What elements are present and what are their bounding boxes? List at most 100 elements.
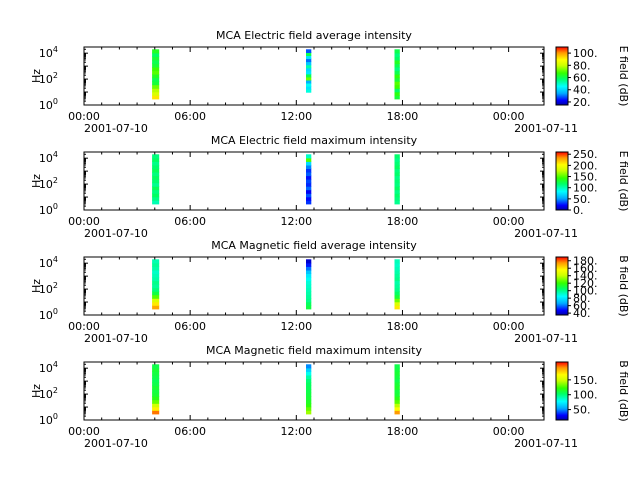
segment-cell (394, 161, 400, 166)
segment-cell (152, 67, 160, 72)
segment-cell (394, 410, 400, 415)
segment-cell (306, 79, 312, 84)
y-tick-label: 100 (39, 412, 58, 427)
x-date-label: 2001-07-10 (84, 437, 148, 450)
y-tick-label: 104 (39, 255, 58, 270)
segment-cell (152, 367, 160, 372)
segment-cell (152, 364, 160, 369)
segment-cell (306, 82, 312, 87)
segment-cell (306, 164, 312, 169)
segment-cell (306, 367, 312, 372)
segment-cell (306, 161, 312, 166)
segment-cell (306, 287, 312, 292)
data-segment (394, 364, 400, 415)
segment-cell (394, 287, 400, 292)
segment-cell (394, 277, 400, 282)
segment-cell (394, 291, 400, 296)
panel-3: MCA Magnetic field average intensityHz10… (30, 239, 630, 345)
data-segments (152, 154, 400, 205)
colorbar-gradient (555, 151, 569, 211)
colorbar-tick-label: 100. (573, 285, 598, 298)
y-axis-ticks: 100 102 104 (39, 150, 544, 217)
colorbar-gradient (555, 46, 569, 106)
segment-cell (152, 193, 160, 198)
segment-cell (394, 63, 400, 68)
x-tick-label: 00:00 (68, 215, 100, 228)
segment-cell (306, 52, 312, 56)
x-tick-label: 12:00 (280, 320, 312, 333)
segment-cell (394, 294, 400, 299)
segment-cell (394, 175, 400, 180)
segment-cell (306, 298, 312, 303)
segment-cell (152, 88, 160, 93)
segment-cell (152, 399, 160, 404)
segment-cell (152, 374, 160, 379)
segment-cell (152, 161, 160, 166)
y-axis-ticks: 100 102 104 (39, 360, 544, 427)
segment-cell (394, 84, 400, 89)
segment-cell (152, 280, 160, 285)
colorbar-tick-label: 180. (573, 255, 598, 268)
segment-cell (306, 291, 312, 296)
colorbar-tick-label: 60. (573, 300, 591, 313)
data-segments (152, 49, 400, 100)
segment-cell (394, 196, 400, 201)
y-tick-label: 100 (39, 307, 58, 322)
segment-cell (394, 301, 400, 306)
colorbar-label: B field (dB) (617, 255, 630, 316)
panel-title: MCA Magnetic field average intensity (211, 239, 417, 252)
segment-cell (306, 277, 312, 282)
segment-cell (152, 403, 160, 408)
segment-cell (306, 266, 312, 271)
colorbar-tick-label: 20. (573, 96, 591, 109)
segment-cell (394, 280, 400, 285)
y-axis-ticks: 100 102 104 (39, 45, 544, 112)
segment-cell (306, 374, 312, 379)
x-tick-label: 00:00 (493, 425, 525, 438)
segment-cell (306, 392, 312, 397)
colorbar-tick-label: 40. (573, 84, 591, 97)
segment-cell (394, 382, 400, 387)
data-segment (152, 154, 160, 205)
segment-cell (152, 291, 160, 296)
segment-cell (394, 403, 400, 408)
x-tick-label: 00:00 (68, 425, 100, 438)
segment-cell (394, 168, 400, 173)
segment-cell (306, 406, 312, 411)
segment-cell (306, 67, 312, 72)
data-segment (394, 259, 400, 310)
segment-cell (152, 59, 160, 64)
segment-cell (306, 172, 312, 177)
colorbar: 20.40.60.80.100. E field (dB) (555, 46, 630, 109)
segment-cell (306, 175, 312, 180)
segment-cell (306, 76, 312, 81)
segment-cell (394, 284, 400, 289)
data-segment (306, 364, 312, 415)
segment-cell (306, 193, 312, 198)
segment-cell (394, 262, 400, 267)
segment-cell (394, 52, 400, 57)
segment-cell (394, 164, 400, 169)
data-segment (306, 49, 312, 93)
segment-cell (306, 58, 312, 63)
colorbar-tick-label: 0. (573, 204, 584, 217)
data-segment (306, 259, 312, 310)
data-segment (394, 154, 400, 205)
segment-cell (306, 64, 312, 69)
y-axis-label: Hz (30, 174, 43, 188)
segment-cell (152, 70, 160, 75)
x-tick-label: 00:00 (493, 320, 525, 333)
segment-cell (394, 189, 400, 194)
y-tick-label: 104 (39, 45, 58, 60)
segment-cell (306, 70, 312, 75)
panel-title: MCA Electric field average intensity (216, 29, 412, 42)
y-tick-label: 102 (39, 71, 58, 86)
colorbar-tick-label: 150. (573, 374, 598, 387)
segment-cell (394, 385, 400, 390)
segment-cell (152, 157, 160, 162)
segment-cell (152, 95, 160, 100)
x-tick-label: 06:00 (174, 110, 206, 123)
x-tick-label: 00:00 (68, 110, 100, 123)
segment-cell (394, 371, 400, 376)
x-tick-label: 18:00 (387, 320, 419, 333)
